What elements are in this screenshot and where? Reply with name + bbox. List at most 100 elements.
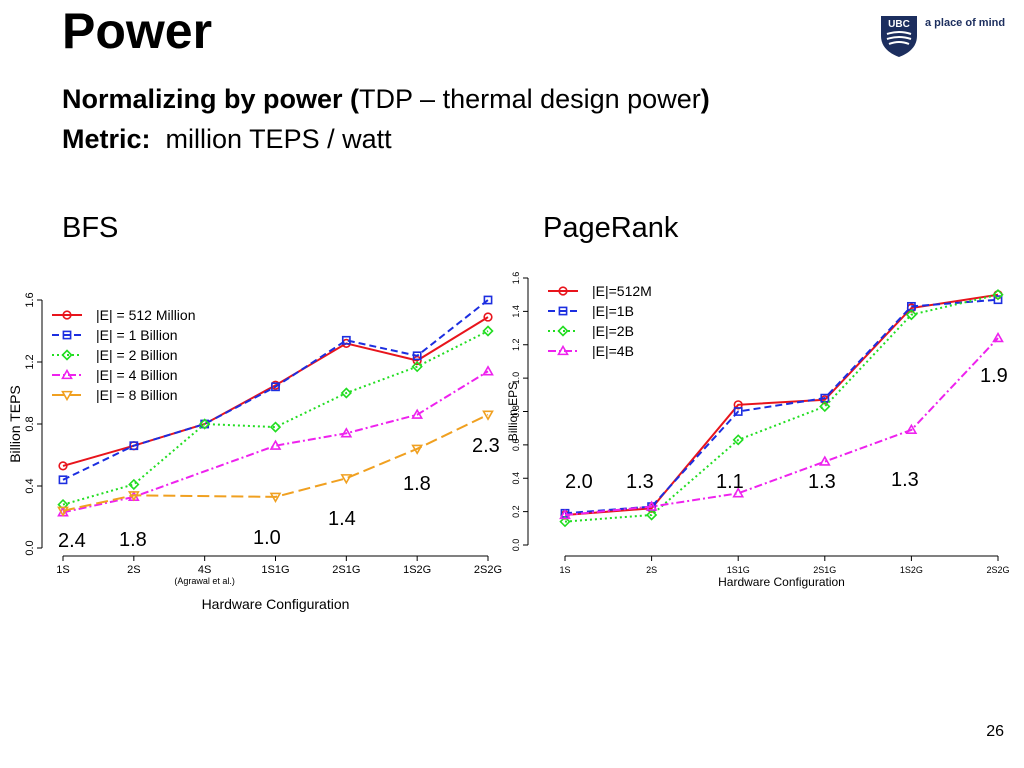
- bfs-data-point: [340, 474, 353, 485]
- bfs-legend-marker: [61, 349, 73, 361]
- bfs-data-point: [269, 421, 282, 433]
- bfs-y-tick-label: 1.6: [24, 292, 36, 307]
- bfs-legend-label: |E| = 512 Million: [96, 307, 196, 323]
- pagerank-y-tick-label: 1.4: [511, 305, 521, 318]
- bfs-data-point: [269, 439, 282, 450]
- bfs-data-point: [340, 387, 352, 399]
- bfs-data-point: [411, 408, 424, 419]
- normalization-value: TDP – thermal design power: [359, 84, 701, 114]
- pagerank-y-tick-label: 0.2: [511, 505, 521, 518]
- bfs-annotation: 1.0: [253, 527, 281, 549]
- pagerank-data-point: [645, 509, 658, 521]
- bfs-data-point: [482, 365, 494, 376]
- pagerank-data-point: [645, 500, 658, 511]
- bfs-legend-marker: [61, 368, 73, 380]
- pagerank-x-tick-label: 2S2G: [986, 565, 1009, 575]
- normalization-close: ): [700, 84, 710, 114]
- pagerank-y-tick-label: 1.6: [511, 272, 521, 285]
- pagerank-annotation: 1.3: [891, 469, 919, 491]
- pagerank-x-axis-label: Hardware Configuration: [718, 575, 845, 589]
- pagerank-data-point: [819, 400, 831, 413]
- bfs-series-line: [62, 413, 489, 512]
- bfs-data-point: [340, 427, 353, 438]
- bfs-series-line: [62, 299, 489, 481]
- bfs-annotation: 2.4: [58, 530, 86, 552]
- bfs-legend-marker: [62, 330, 72, 340]
- bfs-x-tick-label: 2S2G: [474, 564, 502, 576]
- bfs-category-note: (Agrawal et al.): [174, 576, 235, 586]
- ubc-crest-icon: UBC: [881, 16, 917, 57]
- pagerank-y-tick-label: 0.6: [511, 439, 521, 452]
- logo-badge-text: UBC: [888, 19, 910, 30]
- pagerank-series-line: [564, 298, 999, 515]
- bfs-data-point: [411, 444, 424, 455]
- bfs-x-tick-label: 2S1G: [332, 564, 360, 576]
- bfs-y-tick-label: 0.4: [24, 478, 36, 493]
- bfs-data-point: [482, 410, 494, 421]
- pagerank-annotation: 1.1: [716, 471, 744, 493]
- bfs-legend-label: |E| = 2 Billion: [96, 347, 178, 363]
- bfs-x-axis-label: Hardware Configuration: [202, 596, 350, 612]
- metric-value: million TEPS / watt: [165, 124, 392, 154]
- pagerank-series-line: [564, 337, 999, 516]
- pagerank-legend-label: |E|=512M: [592, 283, 652, 299]
- pagerank-legend-marker: [558, 306, 568, 316]
- pagerank-data-point: [732, 487, 745, 498]
- bfs-data-point: [199, 418, 211, 430]
- bfs-data-point: [482, 325, 494, 337]
- pagerank-series-line: [564, 293, 999, 523]
- bfs-series-line: [62, 370, 489, 514]
- pagerank-data-point: [905, 309, 918, 321]
- pagerank-y-tick-label: 0.4: [511, 472, 521, 485]
- pagerank-data-point: [993, 295, 1003, 305]
- pagerank-data-point: [992, 331, 1004, 343]
- pagerank-x-tick-label: 2S1G: [813, 565, 836, 575]
- pagerank-y-tick-label: 1.0: [511, 372, 521, 385]
- bfs-legend-marker: [62, 310, 72, 320]
- pagerank-data-point: [733, 407, 743, 416]
- normalization-line: Normalizing by power (TDP – thermal desi…: [62, 86, 710, 113]
- pagerank-y-axis-label: Billion EPS: [506, 382, 520, 441]
- pagerank-annotation: 2.0: [565, 471, 593, 493]
- pagerank-legend-label: |E|=1B: [592, 303, 634, 319]
- pagerank-legend-marker: [557, 325, 569, 337]
- bfs-x-tick-label: 1S: [56, 564, 69, 576]
- bfs-annotation: 1.8: [403, 473, 431, 495]
- pagerank-annotation: 1.3: [626, 471, 654, 493]
- bfs-y-tick-label: 0.8: [24, 416, 36, 431]
- bfs-y-axis-label: Billion TEPS: [7, 385, 23, 463]
- pagerank-heading: PageRank: [543, 212, 679, 244]
- bfs-data-point: [269, 492, 282, 503]
- pagerank-data-point: [732, 434, 744, 446]
- bfs-legend-label: |E| = 8 Billion: [96, 387, 178, 403]
- pagerank-data-point: [559, 516, 571, 528]
- bfs-data-point: [58, 475, 68, 485]
- pagerank-legend-label: |E|=4B: [592, 343, 634, 359]
- bfs-data-point: [57, 506, 69, 517]
- pagerank-y-tick-label: 0.8: [511, 405, 521, 418]
- bfs-heading: BFS: [62, 212, 119, 244]
- bfs-data-point: [483, 295, 493, 305]
- pagerank-legend-marker: [558, 286, 568, 296]
- bfs-data-point: [411, 361, 423, 373]
- normalization-label: Normalizing by power (: [62, 84, 360, 114]
- pagerank-x-tick-label: 1S2G: [900, 565, 923, 575]
- pagerank-y-tick-label: 0.0: [511, 539, 521, 552]
- bfs-data-point: [271, 382, 280, 392]
- bfs-data-point: [127, 491, 140, 502]
- bfs-data-point: [58, 461, 68, 471]
- bfs-data-point: [483, 312, 493, 322]
- pagerank-x-tick-label: 1S: [559, 565, 570, 575]
- pagerank-data-point: [559, 508, 571, 520]
- pagerank-y-tick-label: 1.2: [511, 338, 521, 351]
- bfs-legend-marker: [61, 390, 73, 402]
- bfs-x-tick-label: 4S: [198, 564, 211, 576]
- bfs-x-tick-label: 1S2G: [403, 564, 431, 576]
- bfs-data-point: [341, 335, 351, 345]
- bfs-x-tick-label: 1S1G: [261, 564, 289, 576]
- ubc-logo: UBC: [879, 14, 1019, 58]
- bfs-data-point: [129, 441, 139, 451]
- logo-tagline: a place of mind: [925, 17, 1006, 29]
- bfs-annotation: 2.3: [472, 435, 500, 457]
